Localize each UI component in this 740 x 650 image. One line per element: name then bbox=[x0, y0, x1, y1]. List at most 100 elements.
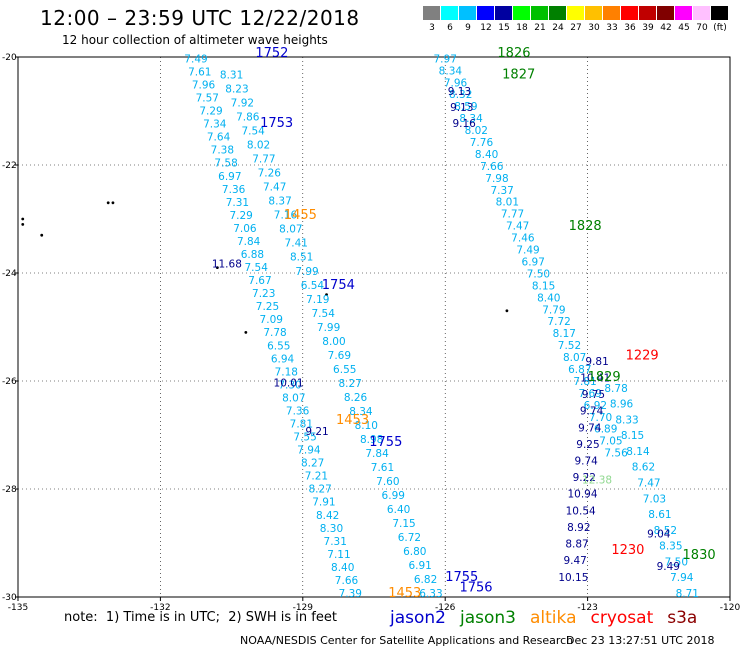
pass-time-label: 1230 bbox=[611, 543, 644, 558]
timestamp-text: Dec 23 13:27:51 UTC 2018 bbox=[566, 634, 715, 647]
swh-value-label: 6.55 bbox=[333, 364, 356, 376]
swh-value-label: 7.94 bbox=[670, 572, 694, 584]
swh-value-label: 7.39 bbox=[339, 588, 362, 600]
map-note: note: 1) Time is in UTC; 2) SWH is in fe… bbox=[64, 610, 337, 625]
scale-swatch bbox=[675, 6, 693, 20]
lat-tick-label: -22 bbox=[2, 161, 17, 171]
swh-value-label: 7.69 bbox=[328, 350, 351, 362]
island-marker bbox=[21, 217, 25, 221]
swh-value-label: 7.99 bbox=[295, 266, 318, 278]
swh-value-label: 8.34 bbox=[459, 113, 483, 125]
swh-value-label: 11.68 bbox=[212, 259, 242, 271]
scale-swatch bbox=[513, 6, 531, 20]
swh-value-label: 6.82 bbox=[414, 574, 437, 586]
scale-label: 42 bbox=[660, 23, 672, 33]
swh-value-label: 8.78 bbox=[604, 383, 627, 395]
lon-tick-label: -132 bbox=[150, 603, 170, 613]
swh-value-label: 10.41 bbox=[580, 372, 610, 384]
swh-value-label: 7.16 bbox=[274, 210, 298, 222]
swh-value-label: 7.91 bbox=[312, 497, 335, 509]
swh-value-label: 6.94 bbox=[271, 353, 295, 365]
island-marker bbox=[215, 266, 219, 269]
scale-swatch bbox=[657, 6, 675, 20]
swh-value-label: 8.51 bbox=[290, 252, 313, 264]
swh-value-label: 8.98 bbox=[360, 434, 383, 446]
swh-value-label: 9.74 bbox=[574, 455, 598, 467]
scale-swatch bbox=[711, 6, 729, 20]
swh-value-label: 7.81 bbox=[290, 418, 313, 430]
swh-value-label: 6.55 bbox=[267, 340, 290, 352]
swh-value-label: 6.99 bbox=[382, 490, 405, 502]
swh-value-label: 6.97 bbox=[522, 256, 545, 268]
lat-tick-label: -24 bbox=[2, 269, 17, 279]
swh-value-label: 8.27 bbox=[338, 378, 361, 390]
scale-label: 70 bbox=[696, 23, 708, 33]
swh-value-label: 7.54 bbox=[312, 308, 336, 320]
pass-time-label: 1754 bbox=[322, 278, 355, 293]
swh-value-label: 7.25 bbox=[256, 301, 279, 313]
scale-label: 9 bbox=[465, 23, 471, 33]
swh-value-label: 7.70 bbox=[589, 412, 612, 424]
swh-value-label: 6.33 bbox=[419, 588, 442, 600]
scale-label: 27 bbox=[570, 23, 582, 33]
swh-value-label: 6.72 bbox=[398, 532, 421, 544]
swh-value-label: 9.74 bbox=[578, 422, 602, 434]
swh-value-label: 7.58 bbox=[214, 158, 237, 170]
swh-value-label: 6.87 bbox=[568, 364, 591, 376]
swh-value-label: 7.77 bbox=[501, 209, 524, 221]
swh-value-label: 7.03 bbox=[643, 493, 666, 505]
swh-value-label: 7.41 bbox=[285, 238, 308, 250]
pass-time-label: 1753 bbox=[260, 116, 293, 131]
island-marker bbox=[106, 201, 110, 205]
swh-value-label: 8.40 bbox=[331, 562, 354, 574]
scale-label: 39 bbox=[642, 23, 654, 33]
swh-value-label: 7.96 bbox=[192, 79, 216, 91]
swh-value-label: 6.88 bbox=[241, 249, 264, 261]
pass-time-label: 1827 bbox=[502, 68, 535, 83]
lon-tick-label: -135 bbox=[8, 603, 28, 613]
swh-value-label: 8.00 bbox=[322, 336, 345, 348]
swh-value-label: 7.64 bbox=[207, 132, 231, 144]
scale-label: 33 bbox=[606, 23, 618, 33]
swh-value-label: 8.10 bbox=[355, 420, 378, 432]
scale-swatch bbox=[459, 6, 477, 20]
swh-value-label: 9.22 bbox=[573, 472, 596, 484]
swh-value-label: 10.94 bbox=[567, 489, 597, 501]
legend-cryosat: cryosat bbox=[590, 608, 654, 628]
island-marker bbox=[505, 309, 509, 313]
scale-label: 6 bbox=[447, 23, 453, 33]
lon-tick-label: -126 bbox=[435, 603, 456, 613]
swh-value-label: 6.80 bbox=[403, 546, 426, 558]
swh-value-label: 7.72 bbox=[547, 316, 570, 328]
scale-label: 15 bbox=[498, 23, 510, 33]
swh-value-label: 7.69 bbox=[578, 388, 601, 400]
scale-label: 24 bbox=[552, 23, 564, 33]
swh-value-label: 7.77 bbox=[252, 154, 275, 166]
pass-time-label: 1826 bbox=[497, 46, 530, 61]
pass-time-label: 1828 bbox=[569, 219, 602, 234]
swh-value-label: 8.23 bbox=[225, 84, 248, 96]
swh-value-label: 8.07 bbox=[282, 392, 305, 404]
swh-value-label: 6.40 bbox=[387, 504, 410, 516]
swh-value-label: 8.17 bbox=[553, 328, 576, 340]
satellite-legend: jason2 jason3 altika cryosat s3a bbox=[390, 608, 711, 628]
swh-value-label: 8.34 bbox=[349, 406, 373, 418]
pass-time-label: 1756 bbox=[459, 581, 492, 596]
swh-value-label: 7.46 bbox=[511, 233, 535, 245]
legend-jason2: jason2 bbox=[390, 608, 446, 628]
color-scale-swatches bbox=[423, 6, 740, 20]
swh-value-label: 6.97 bbox=[218, 171, 241, 183]
swh-value-label: 7.31 bbox=[324, 536, 347, 548]
swh-value-label: 9.47 bbox=[563, 555, 586, 567]
swh-value-label: 7.49 bbox=[516, 245, 539, 257]
swh-value-label: 9.25 bbox=[576, 439, 599, 451]
scale-swatch bbox=[549, 6, 567, 20]
swh-value-label: 8.31 bbox=[220, 70, 243, 82]
swh-value-label: 7.86 bbox=[236, 112, 260, 124]
swh-value-label: 9.21 bbox=[305, 426, 328, 438]
swh-value-label: 8.02 bbox=[247, 140, 270, 152]
swh-value-label: 7.96 bbox=[444, 77, 468, 89]
swh-value-label: 10.15 bbox=[558, 572, 588, 584]
swh-value-label: 7.49 bbox=[184, 53, 207, 65]
swh-value-label: 8.35 bbox=[659, 541, 682, 553]
